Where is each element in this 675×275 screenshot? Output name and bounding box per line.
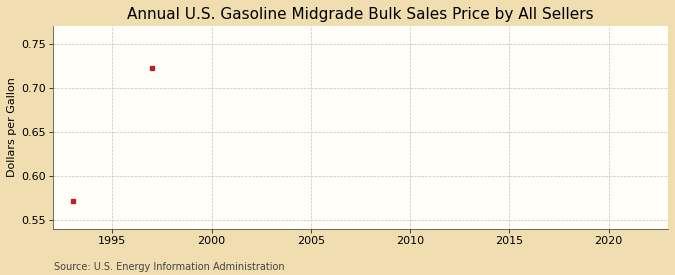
Text: Source: U.S. Energy Information Administration: Source: U.S. Energy Information Administ… <box>54 262 285 271</box>
Title: Annual U.S. Gasoline Midgrade Bulk Sales Price by All Sellers: Annual U.S. Gasoline Midgrade Bulk Sales… <box>127 7 594 22</box>
Y-axis label: Dollars per Gallon: Dollars per Gallon <box>7 78 17 177</box>
